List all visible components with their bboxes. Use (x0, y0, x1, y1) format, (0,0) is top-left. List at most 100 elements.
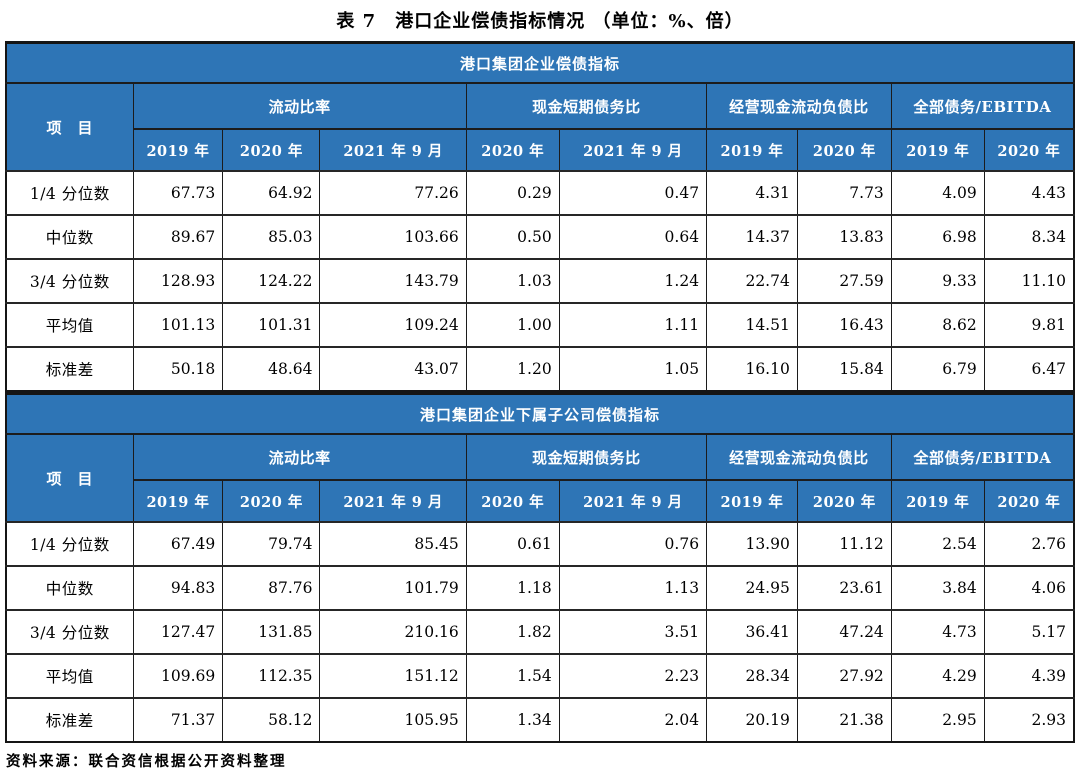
value-cell: 131.85 (222, 609, 321, 655)
row-label-cell: 平均值 (5, 302, 134, 348)
value-cell: 47.24 (796, 609, 892, 655)
value-cell: 28.34 (706, 653, 798, 699)
value-cell: 3.84 (890, 565, 985, 611)
value-cell: 8.62 (890, 302, 985, 348)
row-label-cell: 1/4 分位数 (5, 521, 134, 567)
value-cell: 50.18 (132, 346, 224, 392)
value-cell: 4.73 (890, 609, 985, 655)
value-cell: 67.49 (132, 521, 224, 567)
group-header-cell: 现金短期债务比 (465, 82, 708, 130)
value-cell: 4.06 (983, 565, 1075, 611)
value-cell: 143.79 (319, 258, 467, 304)
value-cell: 103.66 (319, 214, 467, 260)
value-cell: 1.11 (558, 302, 708, 348)
value-cell: 2.23 (558, 653, 708, 699)
value-cell: 85.45 (319, 521, 467, 567)
year-header-cell: 2021 年 9 月 (558, 479, 708, 523)
value-cell: 2.93 (983, 697, 1075, 743)
value-cell: 0.64 (558, 214, 708, 260)
source-note: 资料来源：联合资信根据公开资料整理 (6, 753, 287, 770)
year-header-cell: 2020 年 (222, 128, 321, 172)
item-column-header: 项 目 (5, 433, 134, 523)
value-cell: 5.17 (983, 609, 1075, 655)
year-header-cell: 2021 年 9 月 (319, 128, 467, 172)
value-cell: 23.61 (796, 565, 892, 611)
value-cell: 101.31 (222, 302, 321, 348)
value-cell: 1.03 (465, 258, 560, 304)
value-cell: 15.84 (796, 346, 892, 392)
value-cell: 14.51 (706, 302, 798, 348)
value-cell: 71.37 (132, 697, 224, 743)
table-row: 中位数 94.83 87.76 101.79 1.18 1.13 24.95 23.61 3.8… (5, 565, 1075, 611)
table-title: 表 7 港口企业偿债指标情况 （单位：%、倍） (336, 11, 744, 32)
value-cell: 24.95 (706, 565, 798, 611)
value-cell: 101.79 (319, 565, 467, 611)
indicator-table-section-1: 港口集团企业偿债指标项 目流动比率 现金短期债务比 经营现金流动负债比 全部债务/EB… (5, 41, 1075, 392)
group-header-cell: 全部债务/EBITDA (890, 433, 1075, 481)
value-cell: 112.35 (222, 653, 321, 699)
group-header-cell: 经营现金流动负债比 (706, 82, 892, 130)
value-cell: 109.69 (132, 653, 224, 699)
table-row: 标准差 50.18 48.64 43.07 1.20 1.05 16.10 15.84 6.79… (5, 346, 1075, 392)
year-header-cell: 2019 年 (132, 479, 224, 523)
year-header-cell: 2020 年 (796, 479, 892, 523)
value-cell: 36.41 (706, 609, 798, 655)
value-cell: 21.38 (796, 697, 892, 743)
value-cell: 11.10 (983, 258, 1075, 304)
row-label-cell: 中位数 (5, 565, 134, 611)
value-cell: 87.76 (222, 565, 321, 611)
year-header-cell: 2020 年 (222, 479, 321, 523)
value-cell: 20.19 (706, 697, 798, 743)
row-label-cell: 标准差 (5, 697, 134, 743)
table-row: 平均值 101.13 101.31 109.24 1.00 1.11 14.51 16.43 8… (5, 302, 1075, 348)
value-cell: 127.47 (132, 609, 224, 655)
group-header-cell: 经营现金流动负债比 (706, 433, 892, 481)
year-header-cell: 2020 年 (796, 128, 892, 172)
value-cell: 9.33 (890, 258, 985, 304)
value-cell: 13.83 (796, 214, 892, 260)
value-cell: 48.64 (222, 346, 321, 392)
value-cell: 210.16 (319, 609, 467, 655)
value-cell: 0.50 (465, 214, 560, 260)
value-cell: 0.47 (558, 170, 708, 216)
table-row: 3/4 分位数 127.47 131.85 210.16 1.82 3.51 36.41 47… (5, 609, 1075, 655)
indicator-table-section-2: 港口集团企业下属子公司偿债指标项 目流动比率 现金短期债务比 经营现金流动负债比 全部… (5, 392, 1075, 743)
value-cell: 14.37 (706, 214, 798, 260)
value-cell: 2.54 (890, 521, 985, 567)
value-cell: 43.07 (319, 346, 467, 392)
year-header-cell: 2020 年 (983, 128, 1075, 172)
value-cell: 79.74 (222, 521, 321, 567)
table-row: 3/4 分位数 128.93 124.22 143.79 1.03 1.24 22.74 27… (5, 258, 1075, 304)
year-header-cell: 2019 年 (706, 128, 798, 172)
value-cell: 4.29 (890, 653, 985, 699)
value-cell: 0.61 (465, 521, 560, 567)
year-header-cell: 2020 年 (465, 479, 560, 523)
row-label-cell: 中位数 (5, 214, 134, 260)
value-cell: 9.81 (983, 302, 1075, 348)
section-band-title: 港口集团企业下属子公司偿债指标 (5, 393, 1075, 435)
value-cell: 6.79 (890, 346, 985, 392)
value-cell: 1.00 (465, 302, 560, 348)
value-cell: 22.74 (706, 258, 798, 304)
value-cell: 1.54 (465, 653, 560, 699)
value-cell: 4.31 (706, 170, 798, 216)
value-cell: 4.09 (890, 170, 985, 216)
value-cell: 11.12 (796, 521, 892, 567)
value-cell: 2.95 (890, 697, 985, 743)
value-cell: 58.12 (222, 697, 321, 743)
value-cell: 128.93 (132, 258, 224, 304)
value-cell: 64.92 (222, 170, 321, 216)
value-cell: 109.24 (319, 302, 467, 348)
value-cell: 7.73 (796, 170, 892, 216)
value-cell: 2.76 (983, 521, 1075, 567)
value-cell: 101.13 (132, 302, 224, 348)
group-header-cell: 全部债务/EBITDA (890, 82, 1075, 130)
value-cell: 85.03 (222, 214, 321, 260)
value-cell: 8.34 (983, 214, 1075, 260)
value-cell: 4.39 (983, 653, 1075, 699)
value-cell: 94.83 (132, 565, 224, 611)
value-cell: 1.24 (558, 258, 708, 304)
value-cell: 0.76 (558, 521, 708, 567)
year-header-cell: 2019 年 (132, 128, 224, 172)
